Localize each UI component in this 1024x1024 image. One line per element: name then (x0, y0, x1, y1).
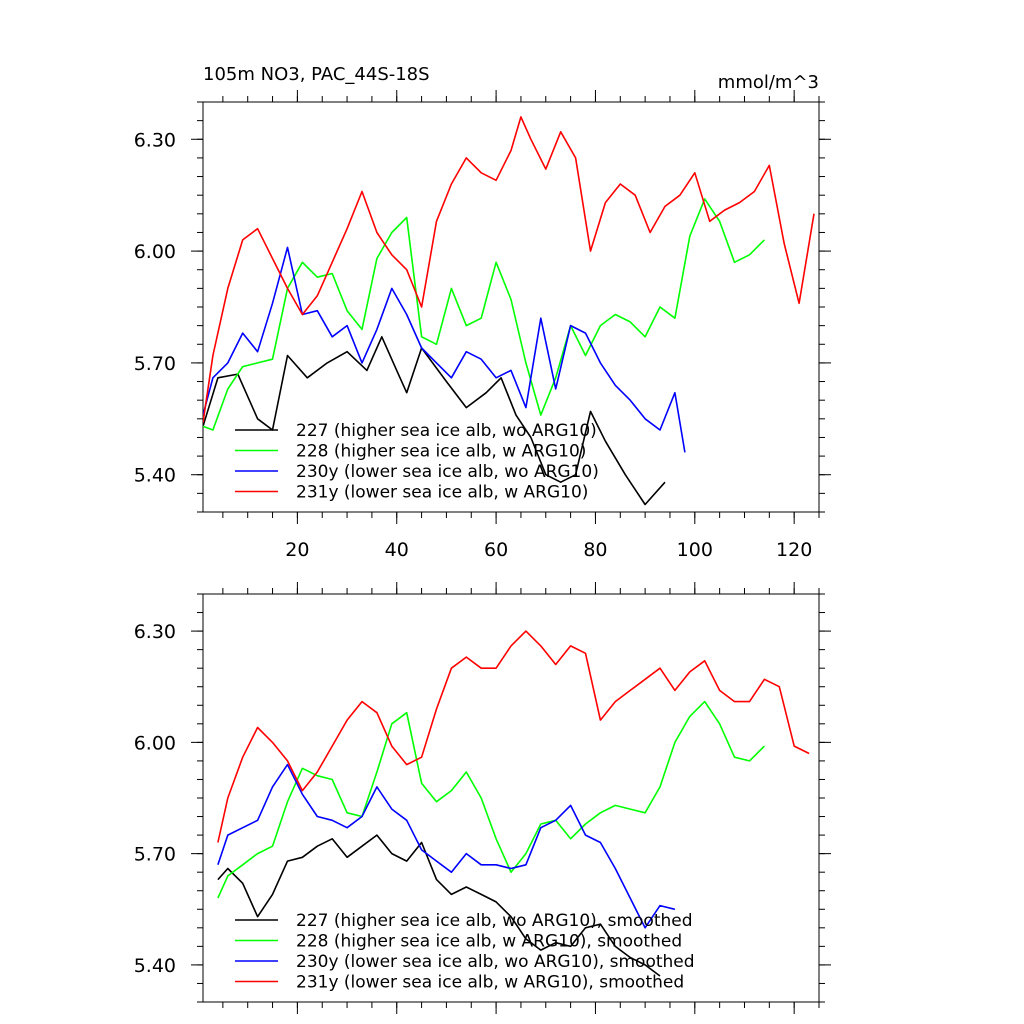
series-line-0 (203, 335, 666, 506)
top-units: mmol/m^3 (718, 72, 819, 93)
y-tick-label: 5.40 (134, 955, 176, 977)
series-line-2 (203, 246, 686, 453)
legend-entry: 228 (higher sea ice alb, w ARG10) (296, 442, 586, 462)
y-tick-label: 6.00 (134, 732, 176, 754)
series-group (217, 630, 810, 977)
series-line-1 (217, 700, 765, 899)
top-title: 105m NO3, PAC_44S-18S (203, 64, 430, 85)
legend-entry: 231y (lower sea ice alb, w ARG10), smoot… (296, 973, 684, 993)
y-tick-label: 5.70 (134, 353, 176, 375)
x-tick-label: 60 (484, 539, 508, 561)
x-tick-label: 80 (583, 539, 607, 561)
legend-entry: 230y (lower sea ice alb, wo ARG10), smoo… (296, 952, 695, 972)
top-panel: 105m NO3, PAC_44S-18S mmol/m^3 5.40 5.70 6… (134, 64, 831, 561)
x-tick-label: 20 (285, 539, 309, 561)
bottom-panel: 5.40 5.70 6.00 6.30 227 (higher sea ice alb,… (134, 582, 831, 1014)
legend-entry: 231y (lower sea ice alb, w ARG10) (296, 483, 588, 503)
y-tick-label: 6.00 (134, 241, 176, 263)
series-line-0 (217, 834, 661, 977)
y-tick-label: 6.30 (134, 129, 176, 151)
series-group (203, 116, 815, 506)
series-line-2 (217, 763, 676, 929)
series-line-3 (203, 116, 815, 423)
x-tick-label: 120 (776, 539, 812, 561)
y-tick-label: 5.70 (134, 844, 176, 866)
x-tick-label: 40 (385, 539, 409, 561)
legend-entry: 228 (higher sea ice alb, w ARG10), smoot… (296, 932, 682, 952)
legend-entry: 230y (lower sea ice alb, wo ARG10) (296, 462, 599, 482)
legend-entry: 227 (higher sea ice alb, wo ARG10), smoo… (296, 911, 693, 931)
y-tick-label: 5.40 (134, 465, 176, 487)
legend-entry: 227 (higher sea ice alb, wo ARG10) (296, 421, 597, 441)
series-line-1 (203, 198, 765, 431)
series-line-3 (217, 630, 810, 843)
x-tick-label: 100 (677, 539, 713, 561)
y-tick-label: 6.30 (134, 621, 176, 643)
